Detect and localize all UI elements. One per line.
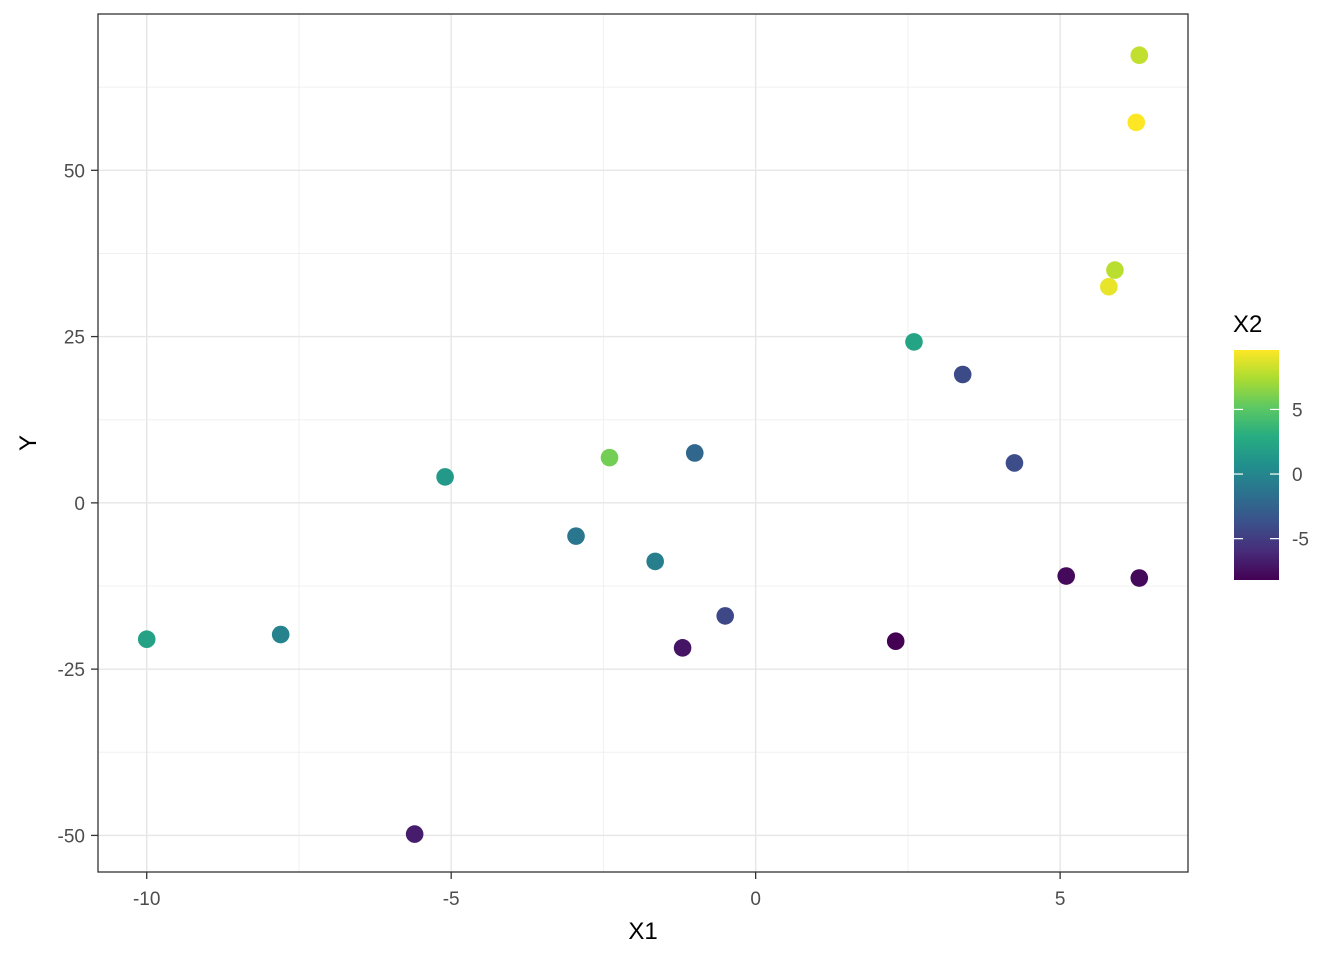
plot-panel-border: [97, 13, 1189, 873]
data-point: [271, 625, 290, 644]
data-point: [1106, 261, 1124, 279]
data-point: [685, 444, 704, 462]
y-tick-label: -50: [58, 826, 85, 847]
x-tick-label: -10: [133, 889, 160, 910]
data-point: [953, 365, 972, 384]
x-tick-label: -5: [443, 889, 460, 910]
data-point: [600, 448, 619, 467]
x-axis-title: X1: [628, 918, 657, 945]
data-points: [137, 46, 1149, 843]
x-tick-label: 0: [750, 889, 761, 910]
data-point: [1127, 113, 1146, 132]
y-axis-ticks: -50 -25 0 25 50: [58, 161, 98, 847]
y-tick-label: 50: [64, 161, 85, 182]
color-legend: X2 -5 0 5: [1233, 311, 1309, 580]
data-point: [673, 639, 692, 657]
data-point: [137, 630, 156, 649]
minor-grid: [98, 14, 1188, 872]
colorbar-tick-label: 0: [1292, 465, 1303, 486]
y-tick-label: 0: [74, 494, 85, 515]
data-point: [1057, 567, 1076, 585]
data-point: [436, 468, 454, 486]
y-tick-label: -25: [58, 660, 85, 681]
legend-title: X2: [1233, 311, 1262, 338]
data-point: [1100, 277, 1118, 296]
x-tick-label: 5: [1055, 889, 1066, 910]
data-point: [1130, 569, 1149, 587]
data-point: [886, 632, 905, 651]
y-tick-label: 25: [64, 328, 85, 349]
colorbar-ticks: -5 0 5: [1234, 400, 1309, 551]
data-point: [567, 527, 585, 545]
data-point: [1130, 46, 1149, 65]
data-point: [905, 333, 923, 351]
data-point: [646, 552, 664, 571]
colorbar-tick-label: 5: [1292, 400, 1303, 421]
colorbar: [1234, 350, 1279, 580]
x-axis-ticks: -10 -5 0 5: [133, 872, 1065, 910]
data-point: [1005, 454, 1024, 472]
major-grid: [98, 14, 1188, 872]
data-point: [716, 607, 735, 625]
data-point: [405, 825, 424, 843]
colorbar-tick-label: -5: [1292, 530, 1309, 551]
y-axis-title: Y: [15, 435, 42, 451]
